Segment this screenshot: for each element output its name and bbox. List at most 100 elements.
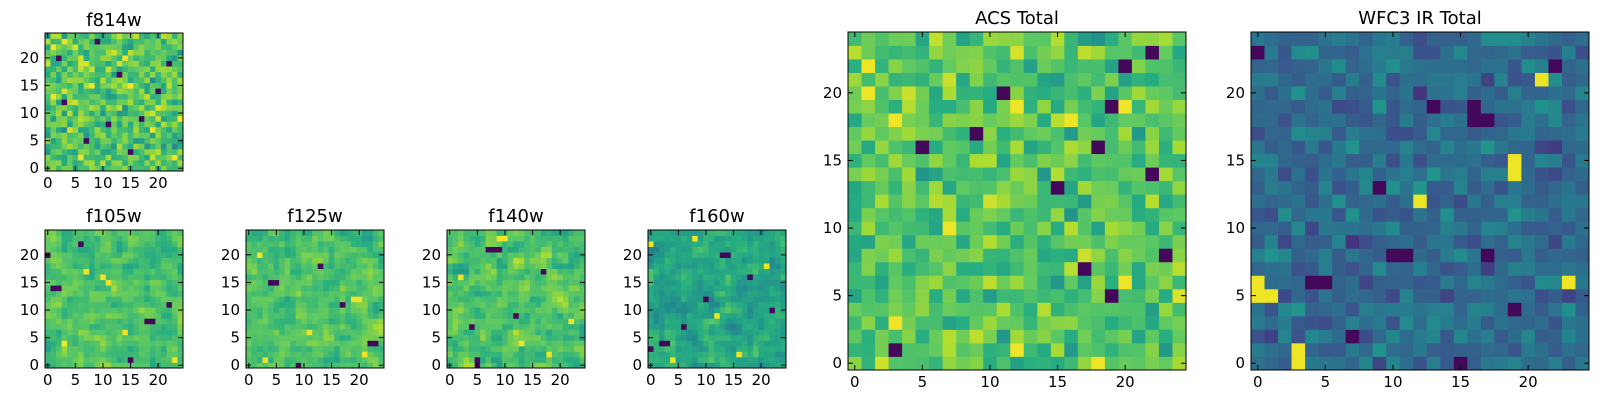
heatmap-cell xyxy=(518,279,525,286)
heatmap-cell xyxy=(1264,72,1279,87)
heatmap-cell xyxy=(1145,99,1160,114)
heatmap-cell xyxy=(1091,288,1106,303)
heatmap-cell xyxy=(83,143,90,150)
heatmap-cell xyxy=(1426,32,1441,46)
heatmap-cell xyxy=(956,342,971,357)
heatmap-cell xyxy=(61,246,68,253)
x-tick-label: 15 xyxy=(121,174,140,192)
heatmap-cell xyxy=(469,334,475,341)
heatmap-cell xyxy=(491,252,498,258)
heatmap-cell xyxy=(763,235,770,242)
heatmap-cell xyxy=(1291,275,1306,290)
heatmap-cell xyxy=(1010,302,1025,317)
heatmap-cell xyxy=(1318,329,1333,344)
heatmap-cell xyxy=(1010,275,1025,290)
heatmap-cell xyxy=(149,263,156,270)
heatmap-cell xyxy=(507,345,514,352)
heatmap-cell xyxy=(1534,59,1549,73)
heatmap-cell xyxy=(551,268,558,275)
heatmap-cell xyxy=(323,312,330,319)
heatmap-cell xyxy=(1251,99,1265,114)
heatmap-cell xyxy=(306,323,313,330)
heatmap-cell xyxy=(111,235,118,242)
heatmap-cell xyxy=(72,345,79,352)
heatmap-cell xyxy=(1494,99,1509,114)
heatmap-cell xyxy=(166,77,173,84)
heatmap-cell xyxy=(116,279,123,286)
y-tick-label: 10 xyxy=(20,104,39,122)
heatmap-cell xyxy=(496,257,503,264)
heatmap-cell xyxy=(133,49,140,56)
heatmap-cell xyxy=(56,362,62,369)
heatmap-cell xyxy=(752,345,759,352)
heatmap-cell xyxy=(350,230,357,236)
heatmap-cell xyxy=(356,268,363,275)
heatmap-cell xyxy=(1158,126,1173,141)
heatmap-cell xyxy=(78,49,85,56)
heatmap-cell xyxy=(160,356,167,363)
heatmap-cell xyxy=(133,165,140,172)
heatmap-cell xyxy=(692,268,699,275)
heatmap-cell xyxy=(105,312,112,319)
heatmap-cell xyxy=(273,351,280,358)
heatmap-cell xyxy=(1561,315,1576,330)
heatmap-cell xyxy=(675,356,682,363)
heatmap-cell xyxy=(546,340,553,347)
heatmap-cell xyxy=(350,312,357,319)
axes-frame-f160w xyxy=(647,229,787,369)
heatmap-cell xyxy=(653,285,660,292)
heatmap-cell xyxy=(915,207,930,222)
heatmap-cell xyxy=(502,274,509,281)
heatmap-cell xyxy=(312,274,319,281)
heatmap-cell xyxy=(942,167,957,182)
heatmap-cell xyxy=(295,307,302,314)
heatmap-cell xyxy=(942,302,957,317)
heatmap-cell xyxy=(1467,126,1482,141)
heatmap-cell xyxy=(1507,180,1522,195)
heatmap-cell xyxy=(752,307,759,314)
heatmap-cell xyxy=(447,318,453,325)
heatmap-cell xyxy=(1575,302,1590,317)
heatmap-cell xyxy=(653,307,660,314)
heatmap-cell xyxy=(356,235,363,242)
heatmap-cell xyxy=(1548,32,1563,46)
heatmap-cell xyxy=(138,362,145,369)
heatmap-cell xyxy=(122,268,129,275)
heatmap-cell xyxy=(61,312,68,319)
heatmap-cell xyxy=(1534,275,1549,290)
heatmap-cell xyxy=(1023,72,1038,87)
heatmap-cell xyxy=(350,362,357,369)
heatmap-cell xyxy=(747,263,754,270)
heatmap-cell xyxy=(133,137,140,144)
heatmap-cell xyxy=(573,345,580,352)
heatmap-cell xyxy=(758,263,765,270)
heatmap-cell xyxy=(89,307,96,314)
heatmap-cell xyxy=(496,246,503,253)
heatmap-cell xyxy=(502,241,509,247)
heatmap-cell xyxy=(480,323,487,330)
heatmap-cell xyxy=(155,154,162,161)
heatmap-cell xyxy=(273,235,280,242)
heatmap-cell xyxy=(1372,86,1387,100)
heatmap-cell xyxy=(1453,153,1468,168)
heatmap-cell xyxy=(458,274,464,281)
heatmap-cell xyxy=(345,318,352,325)
heatmap-cell xyxy=(714,230,721,236)
heatmap-cell xyxy=(78,307,85,314)
heatmap-cell xyxy=(1453,126,1468,141)
heatmap-cell xyxy=(1359,275,1374,290)
heatmap-cell xyxy=(339,246,346,253)
heatmap-cell xyxy=(144,351,151,358)
heatmap-cell xyxy=(568,356,575,363)
heatmap-cell xyxy=(780,296,787,303)
heatmap-cell xyxy=(94,263,101,270)
heatmap-cell xyxy=(546,252,553,258)
heatmap-cell xyxy=(463,274,470,281)
heatmap-cell xyxy=(573,356,580,363)
heatmap-cell xyxy=(378,345,385,352)
heatmap-cell xyxy=(769,307,776,314)
heatmap-cell xyxy=(1118,248,1133,263)
heatmap-cell xyxy=(929,356,944,371)
heatmap-cell xyxy=(133,268,140,275)
